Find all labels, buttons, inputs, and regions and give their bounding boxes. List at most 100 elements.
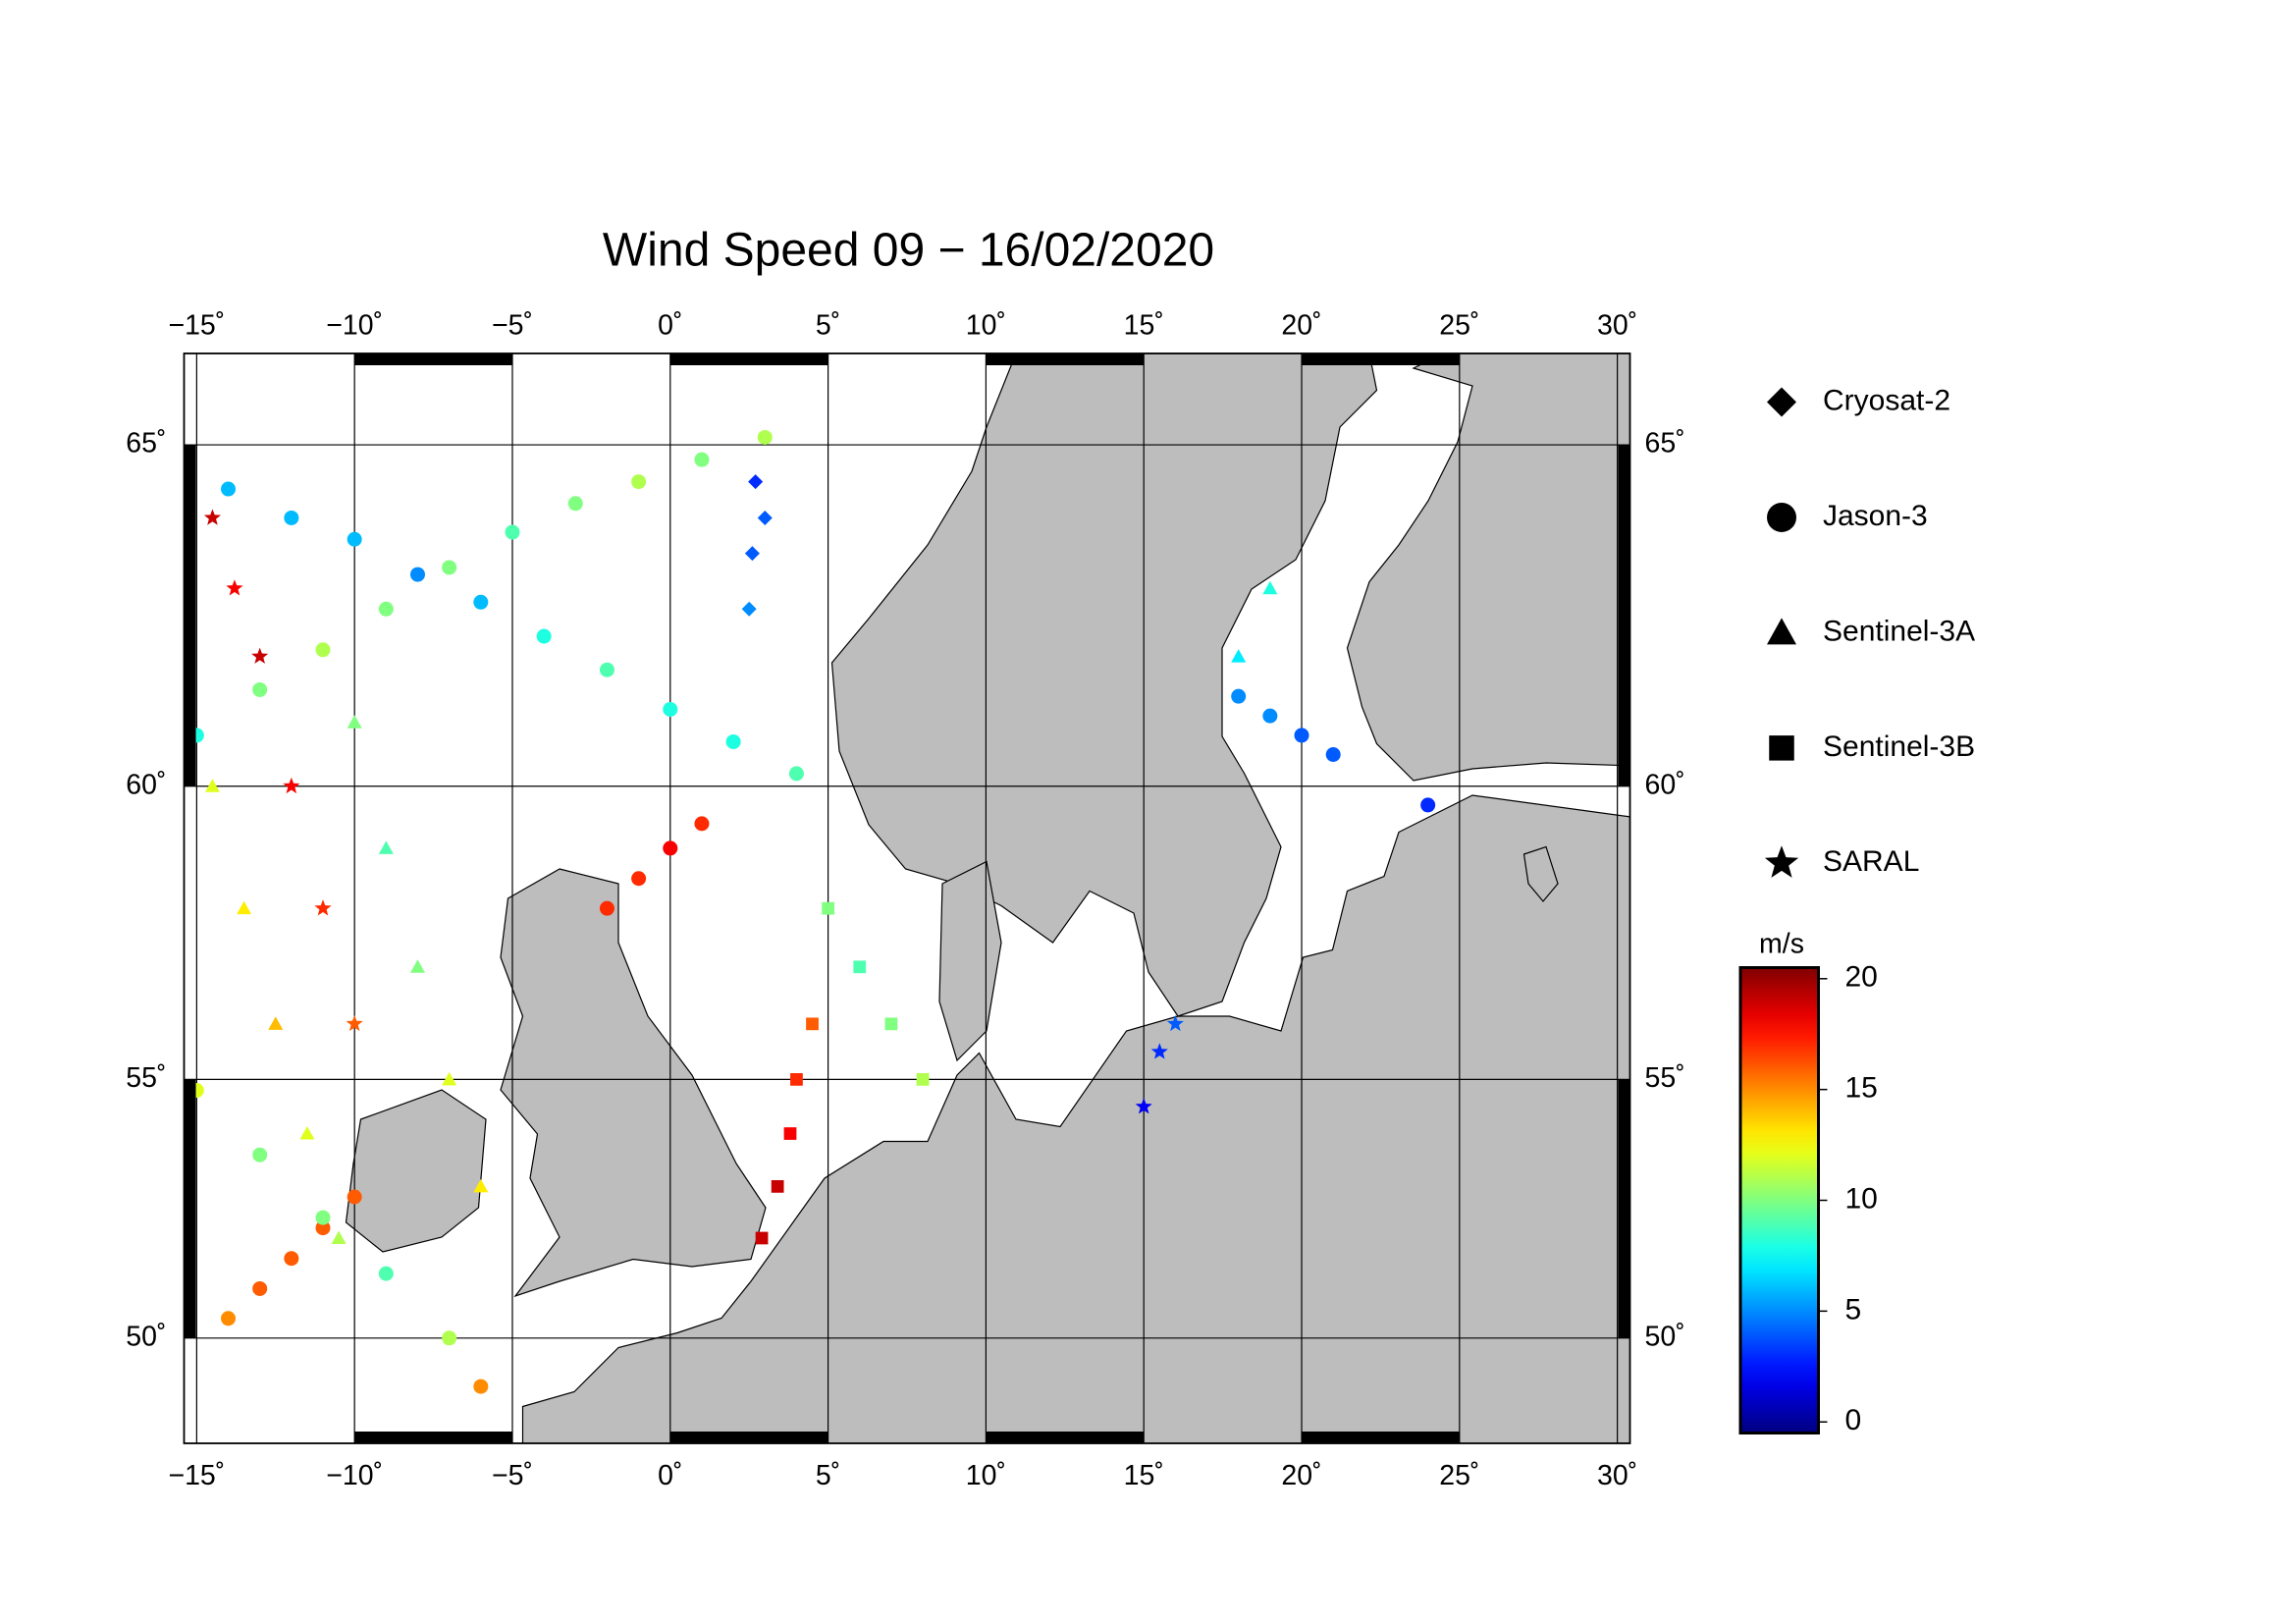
marker-square (755, 1231, 769, 1245)
legend-label: Cryosat-2 (1823, 384, 1950, 416)
marker-square (771, 1180, 784, 1193)
x-tick-label: 20˚ (1281, 310, 1321, 342)
marker-circle (284, 510, 299, 525)
x-tick-label: 15˚ (1124, 1460, 1164, 1491)
marker-diamond (748, 474, 764, 490)
marker-square (1769, 735, 1794, 761)
marker-square (884, 1017, 898, 1031)
marker-triangle (1262, 580, 1278, 595)
marker-triangle (268, 1016, 284, 1030)
chart-title: Wind Speed 09 − 16/02/2020 (603, 225, 1214, 277)
x-tick-label: 30˚ (1597, 310, 1637, 342)
colorbar: m/s 0 5 10 15 20 (1738, 929, 1878, 1436)
frame-bar (1618, 1079, 1630, 1338)
frame-bar (1618, 445, 1630, 786)
marker-circle (347, 531, 362, 547)
marker-circle (599, 900, 614, 916)
marker-circle (442, 1330, 457, 1346)
marker-triangle (1231, 649, 1247, 663)
marker-square (916, 1073, 930, 1086)
marker-square (790, 1073, 803, 1086)
marker-star (346, 1014, 363, 1032)
x-tick-label: 20˚ (1281, 1460, 1321, 1491)
marker-circle (1420, 797, 1436, 813)
colorbar-tick-label: 15 (1845, 1072, 1878, 1105)
legend: Cryosat-2 Jason-3 Sentinel-3A Sentinel-3B SA… (1764, 384, 1975, 878)
x-tick-label: −10˚ (326, 1460, 383, 1491)
marker-circle (788, 766, 804, 782)
x-tick-label: 15˚ (1124, 310, 1164, 342)
marker-circle (252, 1280, 268, 1296)
marker-circle (694, 816, 710, 832)
marker-triangle (442, 1071, 457, 1086)
legend-label: Jason-3 (1823, 500, 1928, 532)
marker-circle (347, 1189, 362, 1205)
labels: −15˚ −15˚ −10˚ −10˚ −5˚ −5˚ 0˚ 0˚ 5˚ 5˚ 10˚ 10˚ 15˚ 1… (126, 310, 1684, 1492)
marker-circle (757, 429, 773, 445)
frame-bar (354, 1432, 512, 1443)
legend-label: Sentinel-3B (1823, 730, 1975, 763)
marker-triangle (204, 779, 220, 792)
x-tick-label: 10˚ (966, 310, 1006, 342)
colorbar-label: m/s (1759, 929, 1804, 960)
frame-bar (669, 1432, 828, 1443)
frame-bar (184, 445, 196, 786)
marker-star (1166, 1014, 1184, 1032)
marker-circle (663, 701, 678, 717)
marker-diamond (741, 601, 757, 617)
marker-triangle (299, 1126, 315, 1140)
marker-triangle (473, 1178, 489, 1193)
marker-circle (284, 1251, 299, 1267)
y-tick-label: 50˚ (1645, 1321, 1685, 1352)
marker-circle (221, 481, 237, 497)
y-tick-label: 60˚ (126, 769, 166, 800)
marker-triangle (378, 840, 394, 854)
marker-triangle (331, 1230, 347, 1244)
finland (1346, 353, 1630, 782)
frame-bar (184, 1079, 196, 1338)
x-tick-label: 25˚ (1439, 310, 1479, 342)
continent (521, 794, 1630, 1443)
marker-circle (473, 594, 489, 610)
x-tick-label: −5˚ (492, 1460, 533, 1491)
y-tick-label: 55˚ (126, 1062, 166, 1094)
marker-circle (1231, 688, 1247, 704)
great-britain (500, 868, 767, 1298)
marker-star (203, 509, 222, 525)
x-tick-label: 10˚ (966, 1460, 1006, 1491)
frame-bar (986, 353, 1145, 365)
marker-diamond (1767, 387, 1797, 417)
colorbar-bar (1738, 966, 1821, 1434)
land (345, 353, 1630, 1443)
y-tick-label: 50˚ (126, 1321, 166, 1352)
marker-square (806, 1017, 819, 1031)
marker-circle (725, 733, 741, 749)
legend-label: Sentinel-3A (1823, 615, 1975, 647)
frame (183, 352, 1631, 1444)
marker-star (1150, 1043, 1168, 1059)
marker-diamond (757, 510, 773, 525)
marker-circle (221, 1311, 237, 1326)
marker-circle (1767, 502, 1797, 532)
marker-star (1135, 1098, 1152, 1114)
x-tick-label: 30˚ (1597, 1460, 1637, 1491)
x-tick-label: −15˚ (168, 1460, 225, 1491)
x-tick-label: 25˚ (1439, 1460, 1479, 1491)
marker-circle (252, 1147, 268, 1163)
gotland (1522, 845, 1559, 902)
x-tick-label: −5˚ (492, 310, 533, 342)
marker-circle (315, 642, 331, 658)
marker-circle (378, 1266, 394, 1281)
frame-bar (669, 353, 828, 365)
colorbar-tick-label: 20 (1845, 961, 1878, 994)
marker-circle (409, 567, 425, 582)
points (188, 429, 1436, 1394)
marker-circle (252, 681, 268, 697)
x-tick-label: 0˚ (658, 310, 682, 342)
marker-circle (536, 628, 552, 644)
ireland (345, 1089, 487, 1253)
x-tick-label: −15˚ (168, 310, 225, 342)
marker-star (226, 579, 243, 596)
